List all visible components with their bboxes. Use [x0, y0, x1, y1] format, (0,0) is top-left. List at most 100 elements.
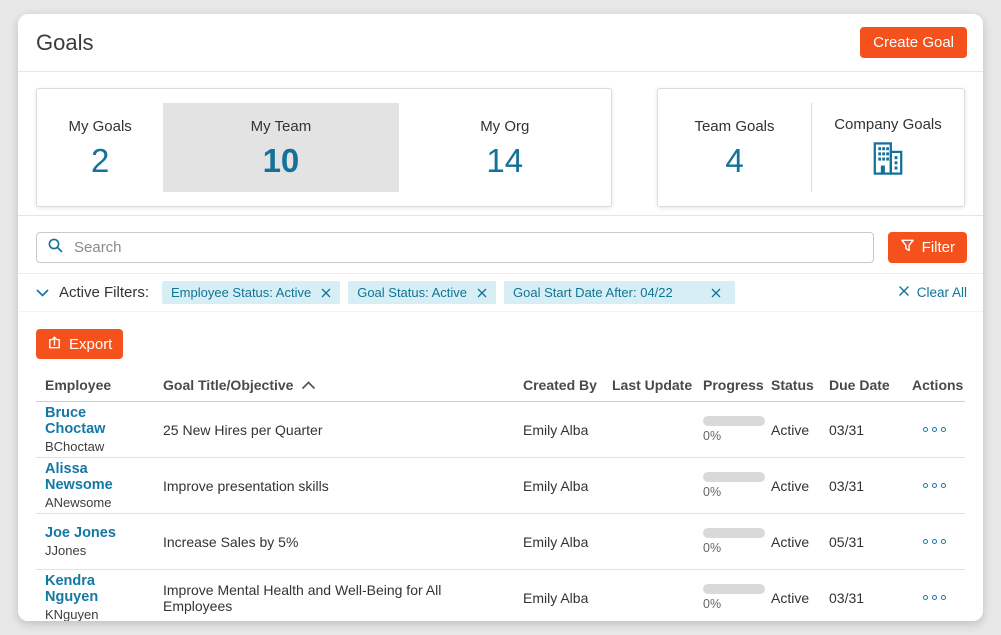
ellipsis-icon: [923, 539, 928, 544]
tab-my-goals-count: 2: [91, 144, 109, 177]
goal-table-row: Kendra Nguyen KNguyen Improve Mental Hea…: [36, 570, 965, 621]
tab-my-goals[interactable]: My Goals 2: [37, 103, 163, 192]
due-date-cell: 03/31: [820, 590, 903, 606]
page-title: Goals: [36, 30, 93, 56]
column-header-progress-label: Progress: [703, 377, 764, 393]
progress-bar: [703, 528, 765, 538]
tab-my-team[interactable]: My Team 10: [163, 103, 398, 192]
progress-percent-label: 0%: [703, 485, 753, 499]
tab-my-goals-label: My Goals: [68, 118, 131, 135]
sort-ascending-icon: [301, 377, 316, 393]
column-header-goal-title[interactable]: Goal Title/Objective: [154, 377, 514, 393]
progress-percent-label: 0%: [703, 429, 753, 443]
progress-cell: 0%: [694, 416, 762, 443]
tab-team-goals-label: Team Goals: [694, 118, 774, 135]
search-icon: [47, 237, 64, 259]
create-goal-label: Create Goal: [873, 34, 954, 51]
chevron-down-icon[interactable]: [36, 284, 49, 302]
column-header-created-by[interactable]: Created By: [514, 377, 603, 393]
page-header: Goals Create Goal: [18, 14, 983, 72]
search-box[interactable]: [36, 232, 874, 263]
goal-title-cell: 25 New Hires per Quarter: [154, 422, 514, 438]
ellipsis-icon: [923, 483, 928, 488]
employee-cell: Kendra Nguyen KNguyen: [36, 573, 154, 621]
filter-chip: Employee Status: Active: [162, 281, 340, 304]
clear-all-icon: [898, 285, 910, 300]
column-header-created-by-label: Created By: [523, 377, 597, 393]
tab-company-goals[interactable]: Company Goals: [811, 103, 964, 192]
employee-username: ANewsome: [45, 495, 145, 510]
column-header-due-date[interactable]: Due Date: [820, 377, 903, 393]
column-header-actions-label: Actions: [912, 377, 963, 393]
goal-title-cell: Increase Sales by 5%: [154, 534, 514, 550]
progress-bar: [703, 472, 765, 482]
goals-table: Employee Goal Title/Objective Created By…: [18, 368, 983, 621]
export-button[interactable]: Export: [36, 329, 123, 359]
row-actions-menu-button[interactable]: [903, 539, 965, 544]
column-header-status-label: Status: [771, 377, 814, 393]
export-icon: [47, 335, 62, 354]
filter-chip-label: Goal Status: Active: [357, 285, 467, 300]
org-goals-summary-card: Team Goals 4 Company Goals: [657, 88, 965, 207]
goal-table-row: Joe Jones JJones Increase Sales by 5% Em…: [36, 514, 965, 570]
search-input[interactable]: [72, 238, 863, 257]
search-row: Filter: [18, 216, 983, 273]
row-actions-menu-button[interactable]: [903, 595, 965, 600]
employee-cell: Bruce Choctaw BChoctaw: [36, 405, 154, 454]
goals-page-card: Goals Create Goal My Goals 2 My Team 10 …: [18, 14, 983, 621]
status-cell: Active: [762, 422, 820, 438]
ellipsis-icon: [932, 427, 937, 432]
due-date-cell: 05/31: [820, 534, 903, 550]
employee-name-link[interactable]: Joe Jones: [45, 525, 145, 541]
status-cell: Active: [762, 478, 820, 494]
employee-name-link[interactable]: Alissa Newsome: [45, 461, 145, 493]
remove-filter-icon[interactable]: [711, 288, 721, 298]
tab-my-org-count: 14: [486, 144, 523, 177]
progress-cell: 0%: [694, 472, 762, 499]
created-by-cell: Emily Alba: [514, 422, 603, 438]
remove-filter-icon[interactable]: [477, 288, 487, 298]
employee-username: BChoctaw: [45, 439, 145, 454]
created-by-cell: Emily Alba: [514, 590, 603, 606]
tab-company-goals-label: Company Goals: [834, 116, 942, 133]
filter-chip-label: Employee Status: Active: [171, 285, 311, 300]
clear-all-filters[interactable]: Clear All: [898, 285, 967, 300]
goal-table-row: Alissa Newsome ANewsome Improve presenta…: [36, 458, 965, 514]
ellipsis-icon: [941, 427, 946, 432]
employee-name-link[interactable]: Bruce Choctaw: [45, 405, 145, 437]
ellipsis-icon: [941, 483, 946, 488]
table-header-row: Employee Goal Title/Objective Created By…: [36, 368, 965, 402]
filter-chip-label: Goal Start Date After: 04/22: [513, 285, 673, 300]
progress-cell: 0%: [694, 528, 762, 555]
goal-table-row: Bruce Choctaw BChoctaw 25 New Hires per …: [36, 402, 965, 458]
ellipsis-icon: [932, 539, 937, 544]
create-goal-button[interactable]: Create Goal: [860, 27, 967, 58]
column-header-last-update[interactable]: Last Update: [603, 377, 694, 393]
column-header-last-update-label: Last Update: [612, 377, 692, 393]
tab-my-org[interactable]: My Org 14: [399, 103, 611, 192]
column-header-goal-title-label: Goal Title/Objective: [163, 377, 293, 393]
ellipsis-icon: [923, 427, 928, 432]
ellipsis-icon: [941, 595, 946, 600]
ellipsis-icon: [923, 595, 928, 600]
remove-filter-icon[interactable]: [321, 288, 331, 298]
column-header-status[interactable]: Status: [762, 377, 820, 393]
employee-name-link[interactable]: Kendra Nguyen: [45, 573, 145, 605]
progress-bar: [703, 584, 765, 594]
column-header-progress[interactable]: Progress: [694, 377, 762, 393]
export-button-label: Export: [69, 336, 112, 353]
due-date-cell: 03/31: [820, 422, 903, 438]
goal-title-cell: Improve presentation skills: [154, 478, 514, 494]
tab-my-team-count: 10: [263, 144, 300, 177]
clear-all-label: Clear All: [917, 285, 967, 300]
tab-team-goals[interactable]: Team Goals 4: [658, 103, 811, 192]
employee-username: KNguyen: [45, 607, 145, 621]
row-actions-menu-button[interactable]: [903, 483, 965, 488]
status-cell: Active: [762, 534, 820, 550]
progress-bar: [703, 416, 765, 426]
column-header-employee-label: Employee: [45, 377, 111, 393]
my-goals-summary-card: My Goals 2 My Team 10 My Org 14: [36, 88, 612, 207]
column-header-employee[interactable]: Employee: [36, 377, 154, 393]
filter-button[interactable]: Filter: [888, 232, 967, 263]
row-actions-menu-button[interactable]: [903, 427, 965, 432]
